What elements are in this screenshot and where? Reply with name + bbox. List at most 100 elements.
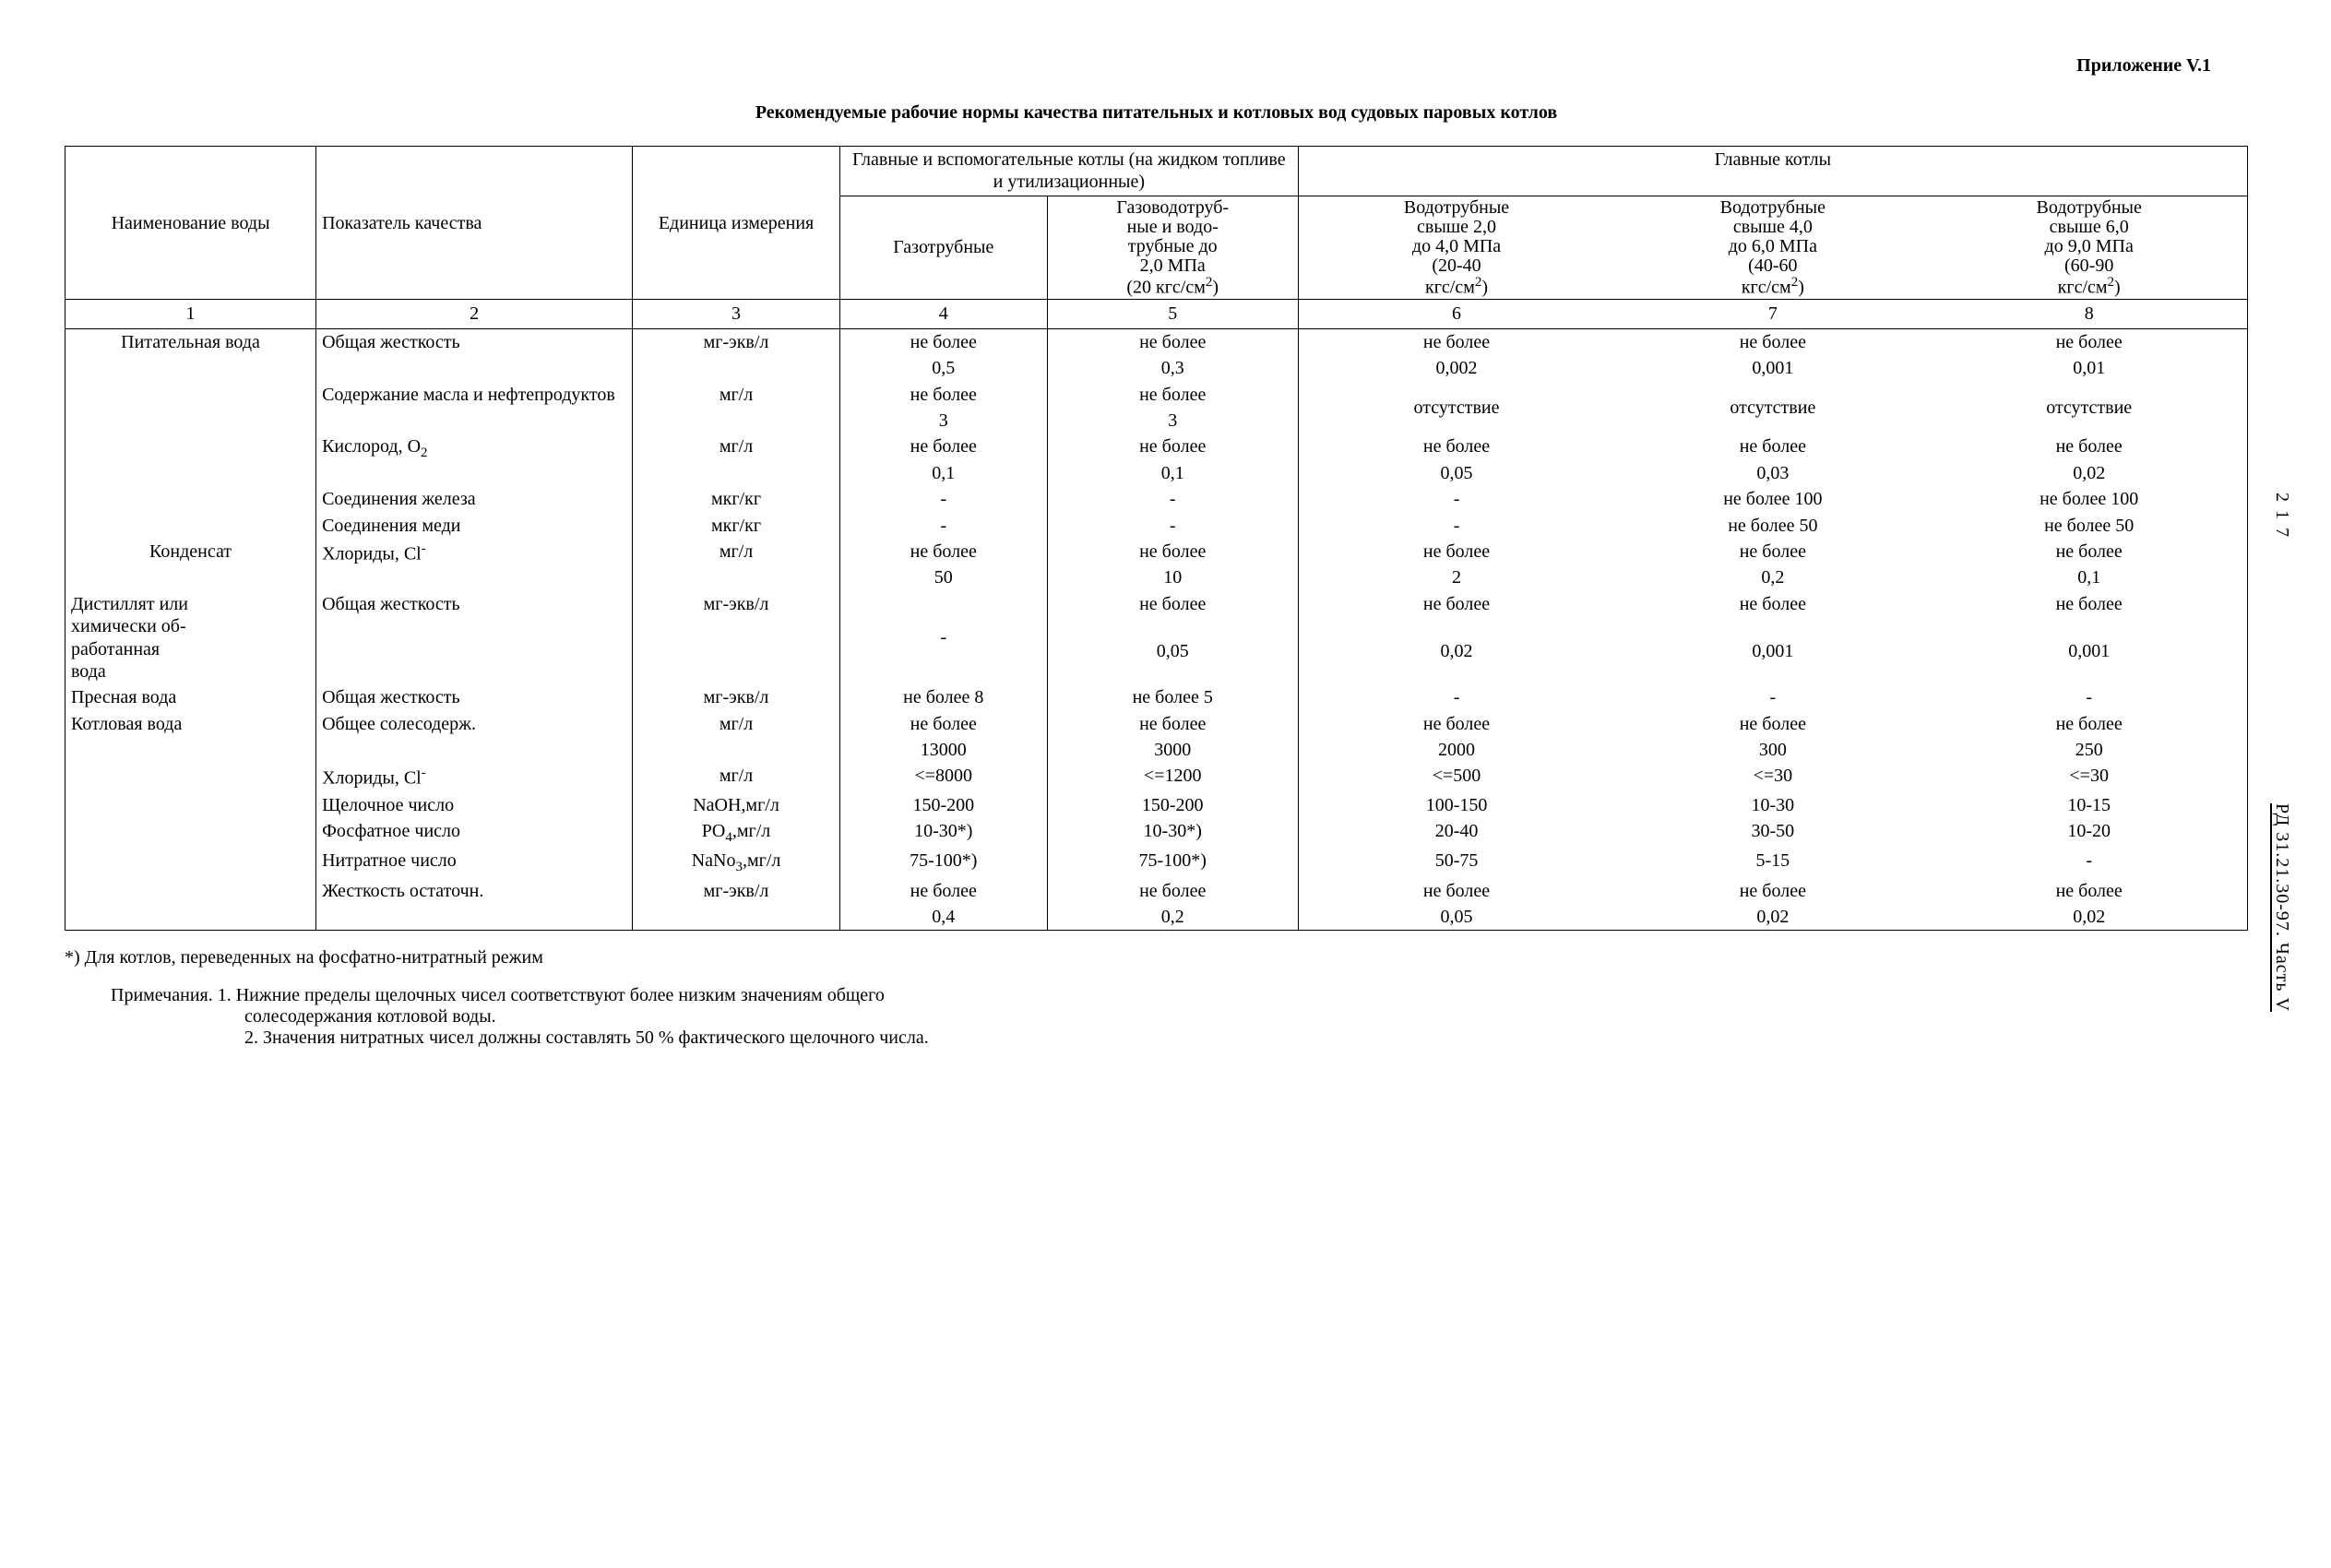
n7: 7 [1614, 300, 1931, 328]
unit: мг-экв/л [633, 684, 840, 710]
cell: не более [1614, 539, 1931, 564]
note-1a: 1. Нижние пределы щелочных чисел соответ… [218, 985, 885, 1005]
col-quality: Показатель качества [316, 147, 633, 300]
param: Общее солесодерж. [316, 711, 633, 764]
cell: 0,01 [1931, 355, 2247, 381]
cell: 0,03 [1614, 460, 1931, 486]
table-row: Жесткость остаточн. мг-экв/л не более не… [65, 878, 2248, 904]
cell: 0,1 [839, 460, 1047, 486]
col-quality-text: Показатель качества [322, 213, 482, 233]
cell: не более [1047, 591, 1298, 638]
cell: не более [839, 878, 1047, 904]
table-row: Дистиллят илихимически об-работаннаявода… [65, 591, 2248, 638]
cell: - [1298, 513, 1614, 539]
table-row: Хлориды, Cl- мг/л <=8000 <=1200 <=500 <=… [65, 763, 2248, 791]
unit: мг/л [633, 434, 840, 486]
cell: не более [1614, 434, 1931, 459]
n4: 4 [839, 300, 1047, 328]
param: Соединения железа [316, 486, 633, 512]
n6: 6 [1298, 300, 1614, 328]
appendix-label: Приложение V.1 [65, 55, 2248, 77]
cell: 3000 [1047, 737, 1298, 763]
n1: 1 [65, 300, 316, 328]
table-row: Соединения меди мкг/кг - - - не более 50… [65, 513, 2248, 539]
cell: не более [1931, 434, 2247, 459]
cell: 50-75 [1298, 848, 1614, 877]
cell: 0,5 [839, 355, 1047, 381]
cell: - [839, 591, 1047, 685]
cell: не более [1047, 434, 1298, 459]
param: Нитратное число [316, 848, 633, 877]
param: Хлориды, Cl- [316, 763, 633, 791]
cell: 0,1 [1047, 460, 1298, 486]
col-water-name: Наименование воды [65, 147, 316, 300]
unit: мг/л [633, 711, 840, 764]
norms-table: Наименование воды Показатель качества Ед… [65, 146, 2248, 931]
param: Жесткость остаточн. [316, 878, 633, 931]
cell: 10-30*) [839, 818, 1047, 848]
param: Щелочное число [316, 792, 633, 818]
param: Фосфатное число [316, 818, 633, 848]
cell: не более [1047, 539, 1298, 564]
cell: 3 [1047, 408, 1298, 434]
unit: NaNo3,мг/л [633, 848, 840, 877]
cell: - [839, 513, 1047, 539]
cell: 250 [1931, 737, 2247, 763]
table-row: Нитратное число NaNo3,мг/л 75-100*) 75-1… [65, 848, 2248, 877]
table-row: Щелочное число NaOH,мг/л 150-200 150-200… [65, 792, 2248, 818]
cell: 0,3 [1047, 355, 1298, 381]
param: Общая жесткость [316, 591, 633, 685]
cell: 0,05 [1298, 904, 1614, 931]
cell: - [1931, 848, 2247, 877]
col7: Водотрубныесвыше 4,0до 6,0 МПа(40-60кгс/… [1614, 196, 1931, 300]
doc-id: РД 31.21.30-97. Часть V [2271, 803, 2292, 1012]
cell: 100-150 [1298, 792, 1614, 818]
cell: не более [839, 434, 1047, 459]
cell: 0,001 [1614, 638, 1931, 685]
cell: не более 8 [839, 684, 1047, 710]
notes: Примечания. 1. Нижние пределы щелочных ч… [65, 985, 2248, 1049]
water-boiler: Котловая вода [65, 711, 316, 931]
cell: 2000 [1298, 737, 1614, 763]
cell: 10 [1047, 564, 1298, 590]
water-cond: Конденсат [65, 539, 316, 591]
notes-label: Примечания. [111, 985, 213, 1005]
unit: PO4,мг/л [633, 818, 840, 848]
cell: 20-40 [1298, 818, 1614, 848]
table-row: Конденсат Хлориды, Cl- мг/л не более не … [65, 539, 2248, 564]
col8: Водотрубныесвыше 6,0до 9,0 МПа(60-90кгс/… [1931, 196, 2247, 300]
cell: не более 100 [1931, 486, 2247, 512]
cell: не более [1298, 328, 1614, 355]
number-row: 1 2 3 4 5 6 7 8 [65, 300, 2248, 328]
cell: отсутствие [1931, 382, 2247, 434]
cell: - [1298, 684, 1614, 710]
cell: 0,05 [1047, 638, 1298, 685]
cell: не более [839, 711, 1047, 737]
cell: не более [839, 539, 1047, 564]
cell: не более [1614, 711, 1931, 737]
unit: мг-экв/л [633, 591, 840, 685]
unit: мг/л [633, 539, 840, 591]
cell: 0,02 [1931, 904, 2247, 931]
cell: <=1200 [1047, 763, 1298, 791]
cell: - [1047, 486, 1298, 512]
unit: NaOH,мг/л [633, 792, 840, 818]
cell: не более [1047, 878, 1298, 904]
cell: 10-30 [1614, 792, 1931, 818]
cell: 50 [839, 564, 1047, 590]
cell: 75-100*) [839, 848, 1047, 877]
cell: - [1614, 684, 1931, 710]
cell: <=30 [1931, 763, 2247, 791]
footnote: *) Для котлов, переведенных на фосфатно-… [65, 947, 2248, 968]
cell: 10-20 [1931, 818, 2247, 848]
table-row: Соединения железа мкг/кг - - - не более … [65, 486, 2248, 512]
cell: не более [1047, 711, 1298, 737]
cell: не более [1614, 591, 1931, 638]
cell: не более [1047, 382, 1298, 408]
cell: не более [1614, 328, 1931, 355]
cell: 3 [839, 408, 1047, 434]
param: Общая жесткость [316, 684, 633, 710]
cell: отсутствие [1298, 382, 1614, 434]
n5: 5 [1047, 300, 1298, 328]
cell: <=30 [1614, 763, 1931, 791]
